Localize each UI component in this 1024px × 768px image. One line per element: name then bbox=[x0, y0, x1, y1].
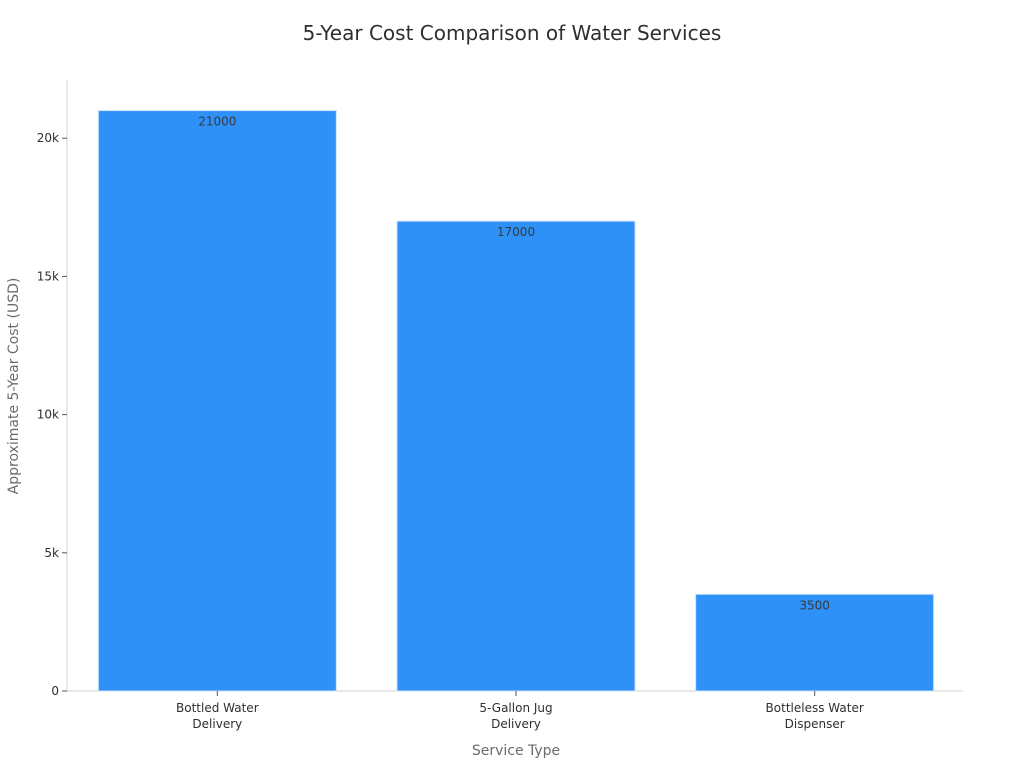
bar-value-label: 3500 bbox=[799, 598, 830, 612]
y-tick-label: 15k bbox=[37, 269, 59, 283]
x-tick-label: Delivery bbox=[192, 717, 242, 731]
chart-title: 5-Year Cost Comparison of Water Services bbox=[303, 21, 722, 45]
y-tick-label: 0 bbox=[51, 684, 59, 698]
y-tick-label: 20k bbox=[37, 131, 59, 145]
data-labels: 21000 17000 3500 bbox=[198, 115, 830, 613]
x-tick-label: Bottleless Water bbox=[766, 701, 864, 715]
y-tick-label: 10k bbox=[37, 408, 59, 422]
bar bbox=[695, 593, 935, 692]
x-tick-label: Dispenser bbox=[785, 717, 845, 731]
x-tick-label: Delivery bbox=[491, 717, 541, 731]
x-axis-label: Service Type bbox=[472, 743, 560, 759]
y-axis-label: Approximate 5-Year Cost (USD) bbox=[6, 278, 22, 495]
x-tick-label: Bottled Water bbox=[176, 701, 259, 715]
x-tick-label: 5-Gallon Jug bbox=[479, 701, 552, 715]
y-tick-label: 5k bbox=[44, 546, 59, 560]
bar-value-label: 21000 bbox=[198, 115, 236, 129]
x-ticks: Bottled Water Delivery 5-Gallon Jug Deliver… bbox=[176, 691, 864, 731]
bars bbox=[97, 110, 935, 692]
bar-value-label: 17000 bbox=[497, 225, 535, 239]
bar bbox=[396, 220, 636, 692]
bar bbox=[97, 110, 337, 692]
y-ticks: 0 5k 10k 15k 20k bbox=[37, 131, 67, 698]
